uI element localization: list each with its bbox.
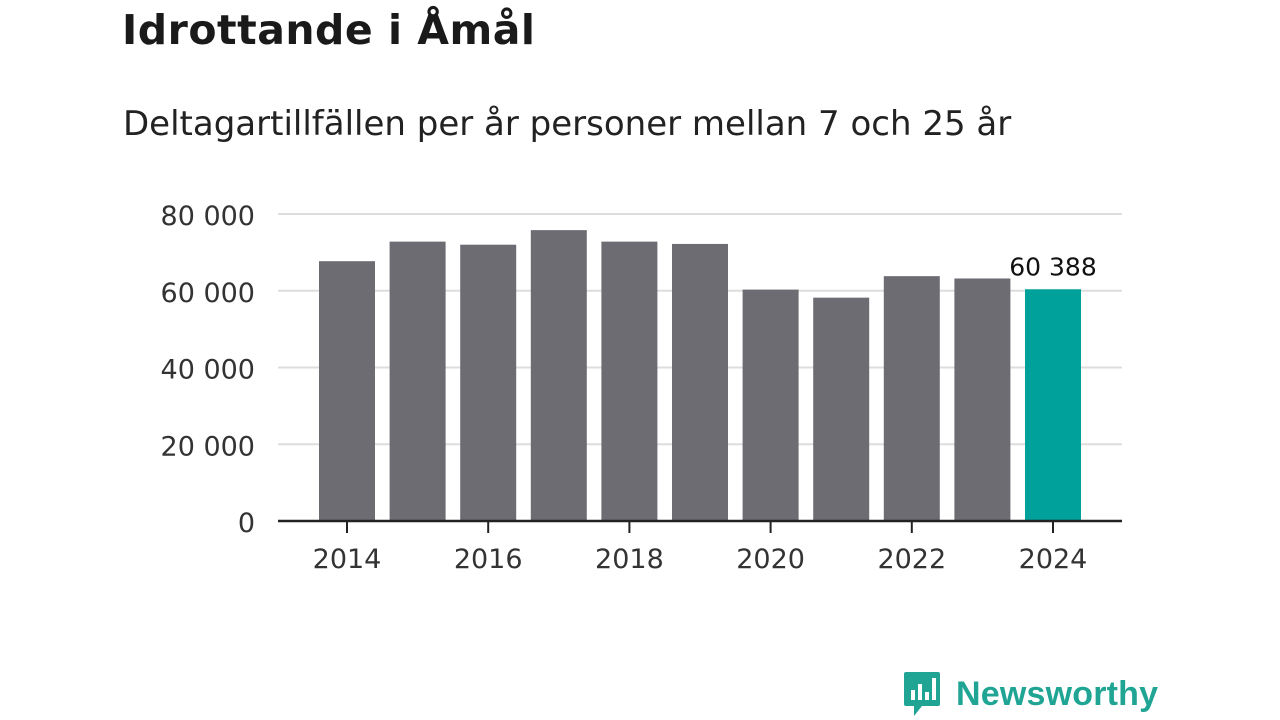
bar-2020 — [742, 289, 799, 521]
chart-title: Idrottande i Åmål — [122, 6, 536, 54]
y-tick-label: 20 000 — [161, 431, 255, 462]
y-tick-label: 40 000 — [161, 355, 255, 386]
y-tick-label: 80 000 — [161, 201, 255, 232]
x-tick-label: 2014 — [313, 544, 382, 575]
bar-2014 — [319, 261, 375, 521]
bar-2017 — [530, 230, 587, 521]
bar-chart: 0 20 000 40 000 60 000 80 000 60 388 2014 2016 2… — [161, 201, 1122, 575]
y-tick-label: 60 000 — [161, 278, 255, 309]
x-tick-label: 2016 — [454, 544, 523, 575]
bar-2018 — [601, 241, 658, 521]
x-tick-label: 2024 — [1019, 544, 1088, 575]
bar-2016 — [460, 244, 517, 521]
bar-2024 — [1025, 289, 1081, 521]
bar-2019 — [672, 243, 728, 521]
bar-2023 — [954, 278, 1011, 521]
x-tick-label: 2018 — [595, 544, 664, 575]
newsworthy-logo: Newsworthy — [902, 670, 1158, 718]
bar-2022 — [883, 276, 940, 521]
x-tick-label: 2020 — [736, 544, 805, 575]
newsworthy-logo-icon — [904, 672, 940, 716]
bar-2021 — [813, 297, 870, 521]
x-tick-label: 2022 — [877, 544, 946, 575]
brand-name: Newsworthy — [956, 674, 1159, 713]
bar-2015 — [389, 241, 446, 521]
y-tick-label: 0 — [238, 508, 255, 539]
chart-subtitle: Deltagartillfällen per år personer mella… — [123, 104, 1012, 144]
data-label: 60 388 — [1009, 252, 1096, 281]
